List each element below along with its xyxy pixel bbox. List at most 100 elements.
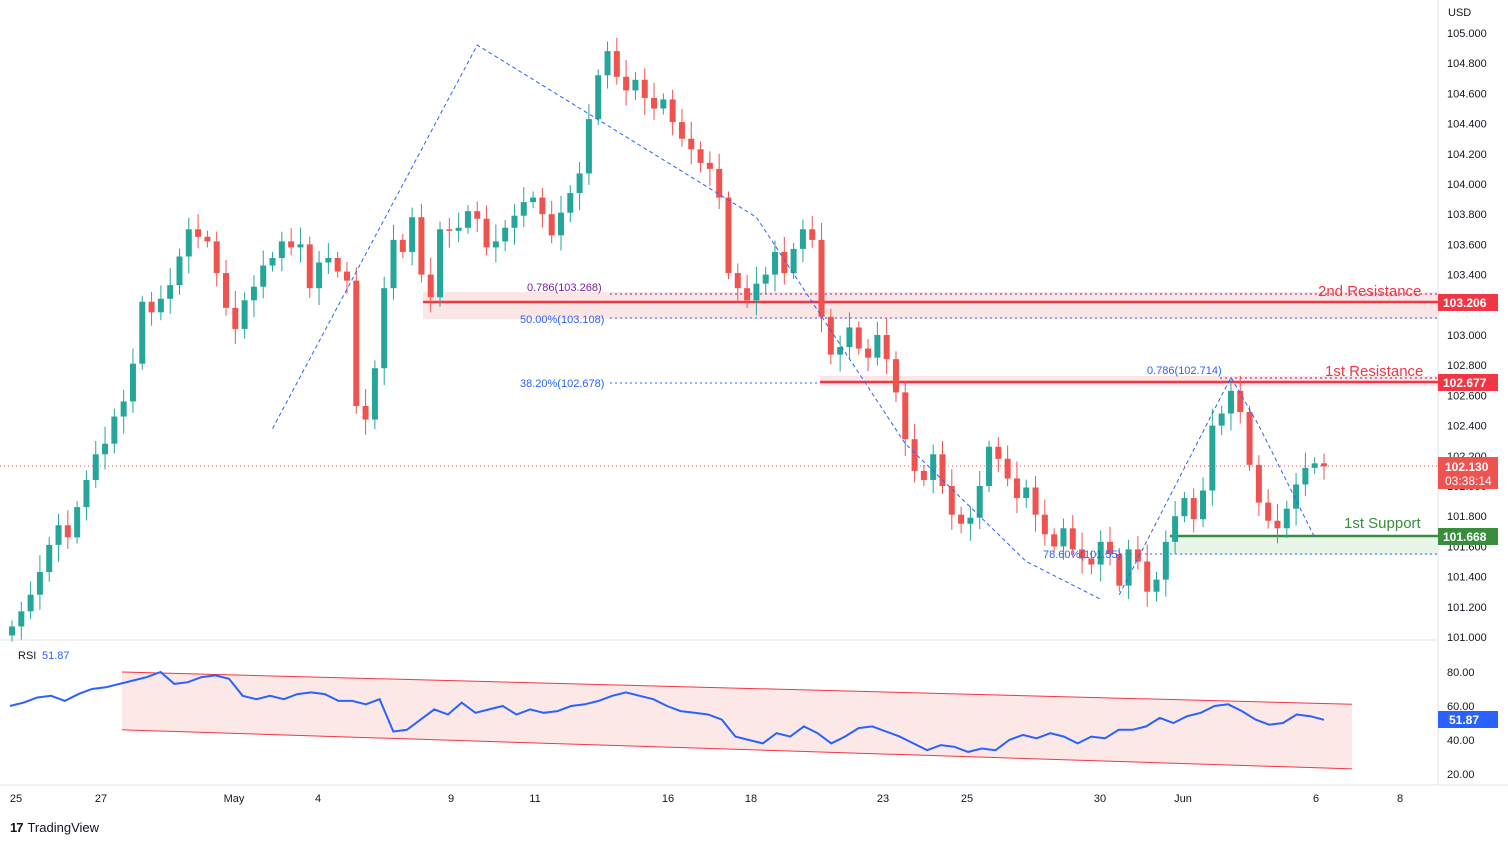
candle bbox=[1172, 501, 1179, 554]
time-tick-label: 25 bbox=[10, 793, 22, 805]
candle-body bbox=[595, 75, 602, 120]
candle-body bbox=[176, 256, 183, 286]
svg-text:103.206: 103.206 bbox=[1443, 296, 1487, 310]
candle-body bbox=[948, 486, 955, 515]
candle-body bbox=[1209, 425, 1216, 491]
candle bbox=[306, 236, 313, 298]
candle bbox=[232, 290, 239, 345]
time-tick-label: 23 bbox=[877, 793, 889, 805]
price-tick-label: 101.000 bbox=[1447, 632, 1487, 644]
candle-body bbox=[362, 405, 369, 420]
candle bbox=[464, 205, 471, 234]
candle-body bbox=[371, 368, 378, 420]
price-tick-label: 104.400 bbox=[1447, 119, 1487, 131]
candle-body bbox=[1274, 520, 1281, 529]
candle-body bbox=[902, 392, 909, 440]
candle bbox=[185, 217, 192, 274]
candle bbox=[492, 224, 499, 263]
candle-body bbox=[967, 517, 974, 524]
candle bbox=[1097, 530, 1104, 582]
candle-body bbox=[530, 197, 537, 203]
time-tick-label: 25 bbox=[961, 793, 973, 805]
candle-body bbox=[827, 316, 834, 355]
time-tick-label: May bbox=[224, 793, 245, 805]
second-resistance-tag: 103.206 bbox=[1438, 294, 1498, 311]
candle-body bbox=[1088, 558, 1095, 565]
candle-body bbox=[120, 401, 127, 417]
candle bbox=[865, 338, 872, 371]
price-tick-label: 103.600 bbox=[1447, 239, 1487, 251]
candle bbox=[920, 464, 927, 486]
tradingview-logo-icon: 17 bbox=[10, 820, 24, 835]
candle-body bbox=[1125, 549, 1132, 586]
candle bbox=[1116, 547, 1123, 592]
candle bbox=[250, 275, 257, 318]
candle bbox=[1079, 532, 1086, 574]
first-resistance-text: 1st Resistance bbox=[1325, 363, 1423, 380]
candle-body bbox=[260, 265, 267, 287]
candle bbox=[939, 441, 946, 494]
candle-body bbox=[976, 486, 983, 518]
candle-body bbox=[1265, 502, 1272, 521]
candle-body bbox=[167, 285, 174, 299]
candle-body bbox=[1227, 390, 1234, 414]
candle-body bbox=[986, 446, 993, 486]
candle-body bbox=[818, 239, 825, 317]
rsi-channel-upper bbox=[121, 671, 1353, 705]
candle bbox=[799, 219, 806, 263]
candle bbox=[343, 261, 350, 294]
fib-786-support-label: 78.60%(101.55) bbox=[1043, 549, 1121, 561]
price-tick-label: 102.600 bbox=[1447, 390, 1487, 402]
candle-body bbox=[390, 239, 397, 289]
candle-body bbox=[1293, 484, 1300, 509]
candle-body bbox=[1134, 549, 1141, 562]
time-tick-label: 18 bbox=[745, 793, 757, 805]
candle bbox=[1293, 473, 1300, 526]
rsi-tick-label: 80.00 bbox=[1447, 667, 1475, 679]
candle-body bbox=[1218, 413, 1225, 426]
candle bbox=[1013, 461, 1020, 514]
candle-body bbox=[1311, 463, 1318, 468]
candle-body bbox=[958, 514, 965, 524]
candle bbox=[772, 240, 779, 292]
tradingview-brand[interactable]: 17 TradingView bbox=[10, 820, 99, 835]
candle-body bbox=[36, 572, 43, 595]
candle bbox=[641, 68, 648, 115]
candle bbox=[1088, 550, 1095, 575]
candle bbox=[297, 227, 304, 263]
candle-body bbox=[632, 79, 639, 91]
resistance-zone-2 bbox=[423, 292, 1438, 319]
first-support-tag: 101.668 bbox=[1438, 528, 1498, 545]
candle bbox=[139, 295, 146, 370]
candle bbox=[371, 360, 378, 430]
candle bbox=[111, 408, 118, 454]
candle-body bbox=[250, 286, 257, 301]
time-axis[interactable]: 25 27 May 4 9 11 16 18 23 25 30 Jun 6 8 bbox=[10, 793, 1403, 805]
candle-body bbox=[111, 416, 118, 444]
candle bbox=[1265, 489, 1272, 529]
candle-body bbox=[716, 168, 723, 198]
candle-body bbox=[669, 99, 676, 123]
price-tick-label: 101.400 bbox=[1447, 572, 1487, 584]
candle bbox=[595, 69, 602, 126]
candle bbox=[288, 228, 295, 256]
candle-body bbox=[734, 273, 741, 289]
candle-body bbox=[55, 525, 62, 545]
rsi-value-tag: 51.87 bbox=[1438, 711, 1498, 728]
candle bbox=[976, 470, 983, 530]
candle bbox=[1106, 526, 1113, 566]
svg-text:51.87: 51.87 bbox=[1449, 713, 1479, 727]
candle bbox=[27, 581, 34, 620]
price-axis[interactable]: 105.000 104.800 104.600 104.400 104.200 104.0… bbox=[1447, 28, 1487, 644]
price-tick-label: 103.400 bbox=[1447, 270, 1487, 282]
first-support-text: 1st Support bbox=[1344, 515, 1422, 532]
candle-body bbox=[353, 280, 360, 406]
candle bbox=[418, 203, 425, 283]
candle-body bbox=[213, 241, 220, 274]
candle bbox=[1162, 530, 1169, 597]
candle-body bbox=[343, 271, 350, 281]
candle-body bbox=[725, 197, 732, 274]
candle-body bbox=[1051, 534, 1058, 547]
candle-body bbox=[920, 470, 927, 480]
